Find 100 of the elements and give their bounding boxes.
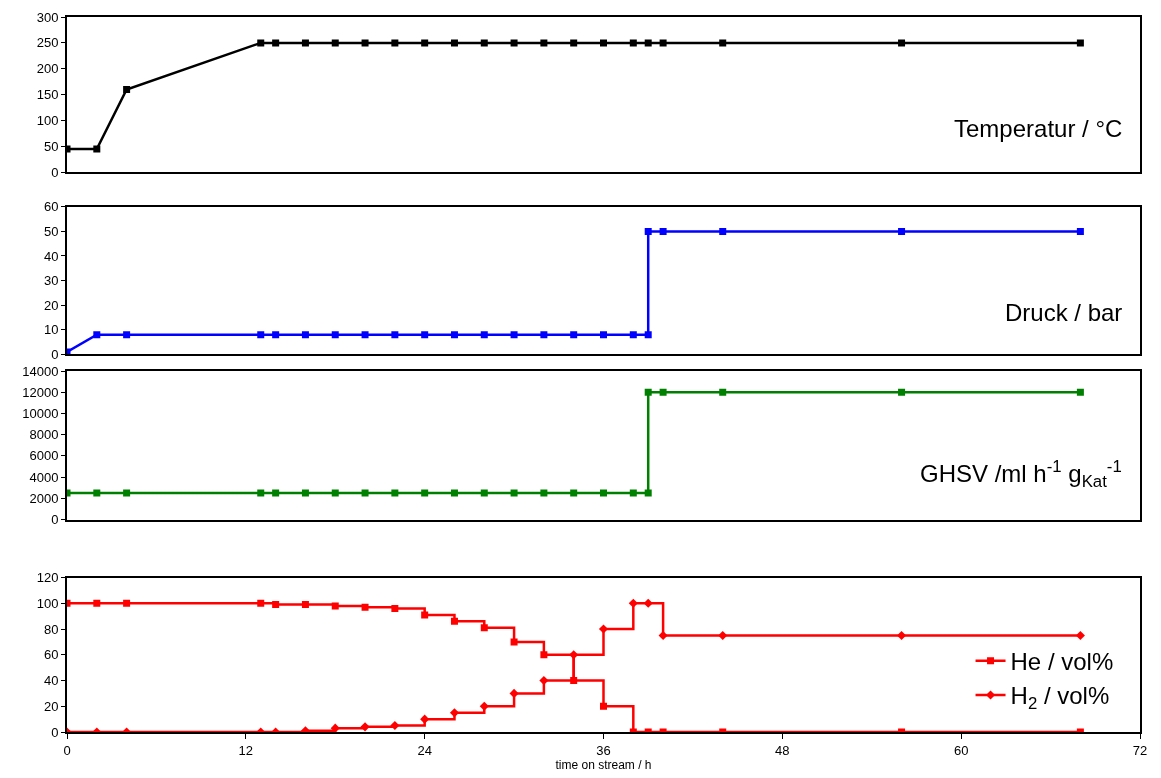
point [391, 604, 399, 612]
point [719, 39, 727, 47]
point [301, 331, 309, 339]
y-tick-label: 100 [36, 595, 59, 611]
point [272, 39, 280, 47]
point [718, 630, 728, 641]
x-tick-label: 60 [953, 742, 969, 758]
point [898, 227, 906, 235]
point [93, 331, 101, 339]
y-tick-label: 20 [43, 297, 59, 313]
point [600, 331, 607, 339]
point [540, 39, 548, 47]
point [628, 598, 638, 608]
y-tick-label: 150 [36, 87, 59, 103]
point [391, 331, 399, 339]
point [361, 331, 369, 339]
point [257, 599, 265, 607]
point [897, 630, 907, 641]
y-tick-label: 120 [36, 570, 59, 586]
point [123, 86, 131, 94]
y-tick-label: 10 [43, 322, 59, 338]
point [540, 651, 548, 659]
y-tick-label: 200 [36, 61, 59, 77]
point [331, 602, 339, 610]
x-tick-label: 24 [417, 742, 432, 758]
point [301, 601, 309, 609]
point [1075, 630, 1085, 641]
point [644, 39, 652, 47]
point [420, 714, 430, 724]
point [480, 331, 488, 339]
y-tick-label: 80 [43, 621, 59, 637]
point [391, 39, 399, 47]
point [569, 650, 579, 660]
point [898, 39, 906, 47]
point [450, 617, 458, 625]
point [360, 722, 370, 732]
point [123, 331, 131, 339]
y-tick-label: 2000 [29, 490, 59, 506]
y-tick-label: 0 [51, 724, 59, 740]
point [301, 39, 309, 47]
point [1076, 39, 1084, 47]
point [629, 39, 637, 47]
x-tick-label: 36 [596, 742, 611, 758]
y-tick-label: 8000 [29, 427, 59, 443]
point [480, 39, 488, 47]
y-tick-label: 40 [43, 673, 59, 689]
point [1076, 227, 1084, 235]
point [570, 331, 578, 339]
point [331, 39, 339, 47]
point [421, 39, 429, 47]
point [659, 39, 667, 47]
point [644, 227, 652, 235]
y-tick-label: 100 [36, 113, 59, 129]
point [421, 331, 429, 339]
point [719, 227, 727, 235]
x-axis-title: time on stream / h [555, 757, 652, 772]
point [629, 331, 637, 339]
y-tick-label: 0 [51, 512, 59, 528]
point [510, 39, 518, 47]
y-tick-label: 40 [43, 248, 59, 264]
point [257, 331, 265, 339]
point [331, 331, 339, 339]
point [390, 721, 400, 731]
point [272, 331, 280, 339]
y-tick-label: 50 [43, 139, 59, 155]
y-tick-label: 60 [43, 199, 59, 215]
y-tick-label: 6000 [29, 448, 59, 464]
y-axis-title: Temperatur / °C [954, 115, 1123, 142]
y-tick-label: 12000 [22, 384, 59, 400]
point [600, 702, 607, 710]
point [361, 603, 369, 611]
y-tick-label: 30 [43, 273, 59, 289]
y-tick-label: 300 [36, 9, 59, 25]
y-tick-label: 60 [43, 647, 59, 663]
y-tick-label: 10000 [22, 406, 59, 422]
point [450, 39, 458, 47]
point [643, 598, 653, 608]
point [540, 331, 548, 339]
point [93, 145, 101, 153]
x-tick-label: 0 [63, 742, 71, 758]
point [509, 688, 519, 698]
point [510, 331, 518, 339]
y-tick-label: 20 [43, 698, 59, 714]
x-tick-label: 72 [1132, 742, 1148, 758]
point [257, 39, 265, 47]
y-tick-label: 4000 [29, 469, 59, 485]
point [644, 331, 652, 339]
x-tick-label: 48 [775, 742, 790, 758]
point [570, 39, 578, 47]
point [510, 638, 518, 646]
y-tick-label: 0 [51, 164, 59, 180]
point [480, 624, 488, 632]
point [361, 39, 369, 47]
y-axis-title: Druck / bar [1005, 299, 1123, 326]
point [600, 39, 607, 47]
legend-label: He / vol% [1010, 648, 1114, 676]
point [330, 723, 340, 732]
legend-label: H$_{2}$ / vol% [1010, 682, 1110, 714]
point [93, 599, 101, 607]
point [659, 227, 667, 235]
